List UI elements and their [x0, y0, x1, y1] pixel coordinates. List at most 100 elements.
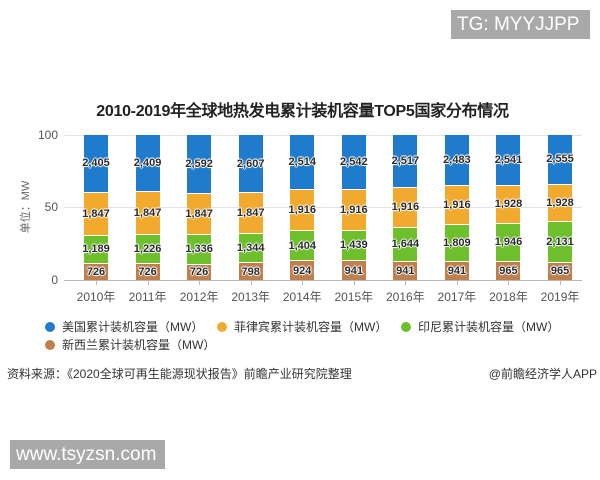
bar-segment[interactable]: 2,555 — [546, 135, 574, 184]
legend-label: 印尼累计装机容量（MW） — [418, 320, 560, 334]
x-tick-label: 2019年 — [540, 290, 580, 304]
data-label: 1,847 — [133, 207, 162, 220]
bar-segment[interactable]: 1,916 — [392, 187, 419, 227]
bar-2012年: 2,592 1,847 1,336 726 — [185, 135, 213, 280]
bar-segment[interactable]: 2,607 — [237, 135, 264, 193]
data-label: 798 — [241, 265, 260, 278]
data-label: 2,405 — [82, 157, 110, 170]
data-label: 1,916 — [443, 199, 471, 212]
x-tick — [96, 281, 97, 285]
bar-segment[interactable]: 726 — [187, 263, 212, 280]
data-label: 1,644 — [391, 238, 420, 251]
bar-segment[interactable]: 2,405 — [82, 135, 110, 192]
legend-dot-icon — [45, 339, 55, 350]
watermark-badge-bottom: www.tsyzsn.com — [10, 440, 165, 469]
legend-item-philippines[interactable]: 菲律宾累计装机容量（MW） — [217, 318, 387, 335]
bar-segment[interactable]: 726 — [135, 263, 160, 280]
data-label: 941 — [344, 264, 363, 277]
data-label: 1,439 — [340, 239, 368, 252]
bar-segment[interactable]: 1,916 — [288, 188, 316, 231]
x-axis-line — [64, 280, 582, 281]
bar-segment[interactable]: 1,916 — [443, 185, 471, 225]
data-label: 1,946 — [494, 236, 523, 249]
bar-segment[interactable]: 1,916 — [340, 188, 368, 230]
bar-segment[interactable]: 1,404 — [288, 230, 316, 261]
bar-segment[interactable]: 798 — [238, 262, 263, 280]
x-tick-label: 2015年 — [334, 290, 374, 304]
bar-segment[interactable]: 1,189 — [82, 234, 110, 263]
x-tick — [560, 281, 562, 285]
x-tick-label: 2016年 — [386, 290, 425, 304]
legend-item-indonesia[interactable]: 印尼累计装机容量（MW） — [401, 318, 559, 335]
bar-segment[interactable]: 2,483 — [443, 135, 471, 186]
bar-segment[interactable]: 2,517 — [392, 135, 419, 187]
x-tick — [508, 281, 510, 285]
bar-2018年: 2,541 1,928 1,946 965 — [494, 135, 523, 280]
chart-title: 2010-2019年全球地热发电累计装机容量TOP5国家分布情况 — [96, 103, 509, 120]
x-tick — [199, 281, 201, 285]
watermark-badge-top: TG: MYYJJPP — [451, 10, 590, 39]
bar-segment[interactable]: 1,928 — [494, 184, 523, 223]
bar-segment[interactable]: 1,928 — [546, 183, 574, 221]
x-tick — [250, 281, 252, 285]
bar-segment[interactable]: 1,847 — [236, 192, 265, 233]
x-tick — [302, 281, 304, 285]
x-tick — [405, 281, 407, 285]
data-label: 965 — [550, 265, 570, 278]
bar-segment[interactable]: 726 — [84, 262, 108, 280]
data-label: 1,344 — [236, 242, 265, 255]
bar-segment[interactable]: 1,847 — [82, 191, 110, 235]
bar-segment[interactable]: 1,439 — [340, 229, 368, 261]
bar-segment[interactable]: 1,226 — [133, 234, 162, 264]
data-label: 1,916 — [340, 203, 368, 216]
bar-segment[interactable]: 1,946 — [494, 222, 523, 262]
data-label: 726 — [189, 266, 209, 279]
bar-segment[interactable]: 2,514 — [288, 135, 316, 189]
data-label: 1,226 — [133, 243, 162, 256]
data-label: 1,404 — [288, 239, 316, 252]
gridline-100 — [64, 135, 582, 136]
data-label: 941 — [396, 264, 415, 277]
data-label: 1,809 — [443, 237, 471, 250]
bar-segment[interactable]: 965 — [496, 261, 521, 280]
bar-segment[interactable]: 2,409 — [133, 135, 162, 192]
bar-2011年: 2,409 1,847 1,226 726 — [133, 135, 162, 280]
bar-2013年: 2,607 1,847 1,344 798 — [236, 135, 265, 280]
bar-segment[interactable]: 1,847 — [185, 192, 213, 234]
x-tick — [456, 281, 458, 285]
data-label: 1,847 — [236, 207, 265, 220]
bar-segment[interactable]: 1,644 — [391, 226, 420, 261]
bar-segment[interactable]: 1,809 — [443, 224, 471, 261]
bar-segment[interactable]: 941 — [341, 260, 366, 280]
bar-segment[interactable]: 2,131 — [546, 220, 574, 262]
legend-dot-icon — [217, 321, 227, 332]
gridline-50 — [64, 207, 582, 208]
legend-label: 新西兰累计装机容量（MW） — [62, 338, 216, 352]
legend-item-new-zealand[interactable]: 新西兰累计装机容量（MW） — [45, 336, 215, 353]
bar-segment[interactable]: 2,592 — [185, 135, 213, 193]
bar-2014年: 2,514 1,916 1,404 924 — [288, 135, 316, 280]
data-label: 2,541 — [494, 153, 523, 166]
bar-segment[interactable]: 924 — [290, 260, 315, 280]
bar-segment[interactable]: 1,336 — [185, 234, 213, 264]
x-tick-label: 2012年 — [179, 290, 219, 304]
data-label: 1,928 — [494, 198, 523, 211]
bar-segment[interactable]: 2,542 — [340, 135, 368, 189]
bar-segment[interactable]: 941 — [393, 260, 418, 280]
data-label: 941 — [447, 264, 467, 277]
data-label: 2,131 — [546, 235, 574, 248]
bar-segment[interactable]: 965 — [548, 261, 573, 280]
data-label: 1,847 — [185, 207, 213, 220]
data-label: 726 — [138, 266, 157, 278]
bar-segment[interactable]: 1,344 — [236, 232, 265, 263]
legend-label: 菲律宾累计装机容量（MW） — [234, 320, 388, 334]
bar-segment[interactable]: 2,541 — [494, 135, 523, 185]
x-tick-label: 2011年 — [128, 290, 167, 304]
bar-segment[interactable]: 1,847 — [133, 191, 162, 235]
data-label: 2,409 — [133, 157, 162, 170]
data-label: 1,336 — [185, 243, 213, 256]
bar-segment[interactable]: 941 — [444, 260, 469, 280]
data-label: 1,847 — [82, 207, 110, 220]
legend-item-usa[interactable]: 美国累计装机容量（MW） — [45, 318, 203, 335]
data-label: 2,592 — [185, 157, 213, 170]
